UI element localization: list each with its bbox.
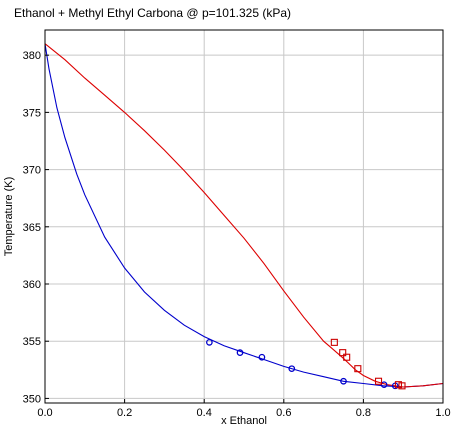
y-tick-label: 365 xyxy=(23,222,41,234)
data-point-square xyxy=(343,353,351,361)
data-point-square xyxy=(398,382,406,390)
x-tick-label: 1.0 xyxy=(435,407,450,419)
data-point-circle xyxy=(340,377,347,385)
x-tick-label: 0.0 xyxy=(37,407,52,419)
data-point-circle xyxy=(206,339,213,346)
y-tick-label: 355 xyxy=(23,336,41,348)
axis-ticks: 0.0 0.2 0.4 0.6 0.8 1.0 350 355 360 365 370 375 380 xyxy=(23,50,451,419)
series-line-0 xyxy=(44,43,444,388)
x-tick-label: 0.4 xyxy=(197,407,212,419)
y-tick-label: 370 xyxy=(23,165,41,177)
y-tick-label: 350 xyxy=(23,393,41,405)
x-tick-label: 0.2 xyxy=(117,407,132,419)
data-point-circle xyxy=(236,349,244,357)
data-point-square xyxy=(339,349,347,357)
grid-lines xyxy=(44,30,444,403)
data-point-square xyxy=(374,377,383,385)
x-tick-label: 0.8 xyxy=(356,407,371,419)
series-line-1 xyxy=(44,43,444,388)
marker-layer xyxy=(206,338,406,390)
plot-frame xyxy=(44,29,444,404)
data-point-square xyxy=(394,381,402,389)
data-point-square xyxy=(330,338,338,346)
x-tick-label: 0.6 xyxy=(276,407,291,419)
y-tick-label: 375 xyxy=(23,107,41,119)
y-axis-label: Temperature (K) xyxy=(3,177,15,256)
data-point-circle xyxy=(288,365,296,373)
data-point-circle xyxy=(258,353,266,361)
chart-title: Ethanol + Methyl Ethyl Carbona @ p=101.3… xyxy=(14,6,292,20)
x-axis-label: x Ethanol xyxy=(221,415,267,427)
data-point-square xyxy=(354,365,362,373)
y-tick-label: 380 xyxy=(23,50,41,62)
series-layer xyxy=(44,43,444,388)
y-tick-label: 360 xyxy=(23,279,41,291)
